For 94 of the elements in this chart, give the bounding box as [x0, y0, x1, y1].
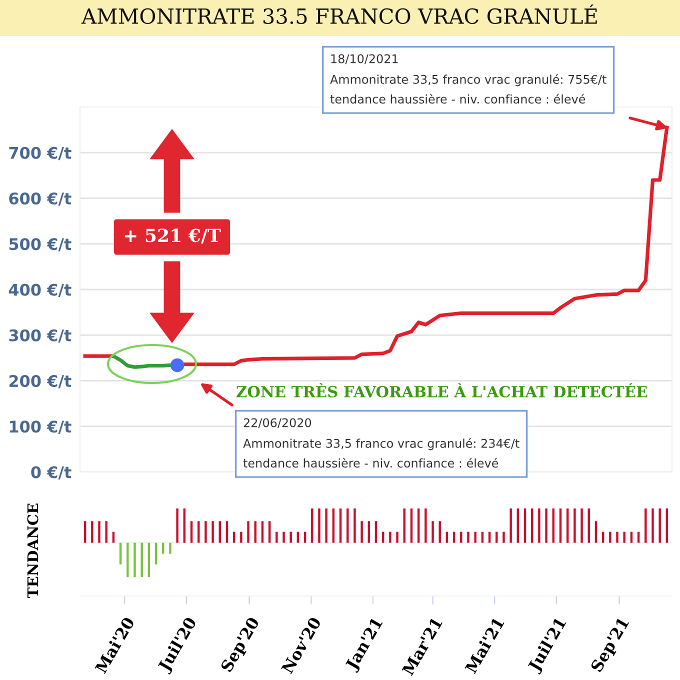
y-tick-label: 400 €/t	[8, 284, 72, 298]
bar	[460, 532, 462, 543]
bar	[446, 532, 448, 543]
bar	[374, 521, 378, 543]
y-tick-label: 700 €/t	[9, 146, 72, 160]
bar	[502, 532, 505, 543]
bar	[98, 521, 100, 543]
bar	[623, 532, 626, 543]
bar	[169, 542, 172, 554]
bar	[545, 508, 548, 543]
bar	[403, 508, 406, 543]
bar	[530, 508, 534, 543]
y-tick-label: 600 €/t	[9, 192, 72, 206]
bar	[183, 508, 186, 543]
bar	[666, 508, 668, 543]
bar	[644, 508, 647, 543]
bar	[197, 521, 200, 543]
bar	[389, 532, 392, 543]
bar	[296, 532, 300, 543]
y-tick-label: 0 €/t	[31, 466, 72, 480]
bar	[382, 532, 384, 543]
bar	[276, 532, 278, 543]
bar	[212, 521, 214, 543]
bar	[325, 508, 328, 543]
bar	[630, 532, 633, 543]
bar	[268, 521, 271, 543]
bar	[218, 521, 222, 543]
bar	[652, 508, 654, 543]
bar	[516, 508, 520, 543]
bar	[424, 508, 427, 543]
bar	[396, 532, 398, 543]
bar	[410, 508, 413, 543]
bar	[105, 521, 108, 543]
bar	[438, 521, 441, 543]
bar	[204, 521, 207, 543]
annotation: ZONE TRÈS FAVORABLE À L'ACHAT DETECTÉE	[236, 383, 647, 398]
bar	[488, 532, 491, 543]
bar	[481, 532, 484, 543]
bar	[467, 532, 470, 543]
bar	[162, 542, 164, 554]
bar	[602, 532, 604, 543]
bar	[247, 521, 250, 543]
bar	[474, 532, 476, 543]
y-tick-label: 500 €/t	[9, 238, 72, 252]
bar	[226, 521, 228, 543]
bar	[452, 532, 456, 543]
bar	[510, 508, 512, 543]
bar	[112, 532, 115, 543]
bar	[232, 532, 236, 543]
bar	[594, 521, 598, 543]
bar	[311, 508, 314, 543]
bar	[496, 532, 498, 543]
bar	[658, 508, 661, 543]
bar	[140, 542, 143, 578]
bar	[339, 508, 342, 543]
bar	[588, 508, 590, 543]
bar	[360, 521, 363, 543]
bar	[134, 542, 136, 578]
bar	[580, 508, 583, 543]
bar	[368, 521, 370, 543]
bar	[566, 508, 569, 543]
y-tick-label: 200 €/t	[9, 374, 72, 388]
bar	[417, 508, 420, 543]
bar	[240, 532, 242, 543]
bar	[616, 532, 618, 543]
text: 18/10/2021 Ammonitrate 33,5 franco vrac granulé: 755€/t tendance haussière - niv. confiance : élevé	[330, 54, 606, 104]
bar	[84, 521, 86, 543]
bar	[282, 532, 285, 543]
chart-title: AMMONITRATE 33.5 FRANCO VRAC GRANULÉ	[81, 4, 597, 24]
annotation: 22/06/2020 Ammonitrate 33,5 franco vrac granulé: 234€/t tendance haussière - niv. confiance : élevé	[243, 418, 520, 468]
bar	[126, 542, 129, 578]
bar	[254, 521, 256, 543]
y-tick-label: 300 €/t	[9, 329, 72, 343]
bar	[609, 532, 612, 543]
bar	[346, 508, 349, 543]
bar	[559, 508, 562, 543]
bar	[552, 508, 555, 543]
bar	[637, 532, 640, 543]
bar	[290, 532, 292, 543]
bar	[176, 508, 178, 543]
bar	[538, 508, 540, 543]
bar	[190, 521, 193, 543]
y-tick-label: 100 €/t	[10, 420, 72, 434]
bar	[432, 521, 434, 543]
bar	[354, 508, 356, 543]
bar	[304, 532, 306, 543]
bar	[574, 508, 576, 543]
annotation: + 521 €/T	[124, 228, 221, 244]
bar	[332, 508, 335, 543]
y-axis-title: TENDANCE	[27, 504, 38, 598]
bar	[524, 508, 526, 543]
bar	[91, 521, 94, 543]
bar	[318, 508, 320, 543]
bar	[261, 521, 264, 543]
